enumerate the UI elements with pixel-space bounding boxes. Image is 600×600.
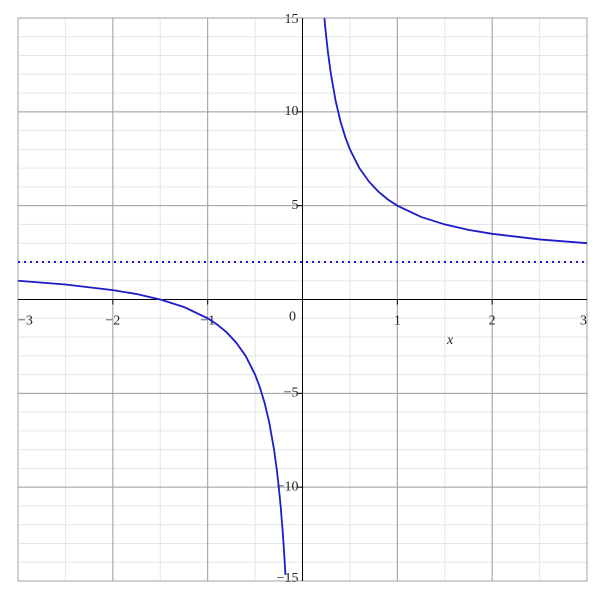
- x-tick-label: 3: [580, 314, 587, 329]
- y-tick-label: −15: [277, 571, 299, 586]
- x-axis-label: x: [446, 333, 454, 348]
- y-tick-label: 15: [285, 12, 299, 27]
- y-tick-label: 10: [285, 104, 299, 119]
- y-tick-label: 5: [292, 198, 299, 213]
- x-tick-label: −2: [105, 314, 120, 329]
- y-tick-label: −10: [277, 479, 299, 494]
- y-tick-label: −5: [284, 386, 299, 401]
- x-tick-label: 1: [394, 314, 401, 329]
- x-tick-label: 2: [489, 314, 496, 329]
- origin-label: 0: [289, 310, 296, 325]
- x-tick-label: −3: [18, 314, 33, 329]
- curve: [17, 18, 588, 575]
